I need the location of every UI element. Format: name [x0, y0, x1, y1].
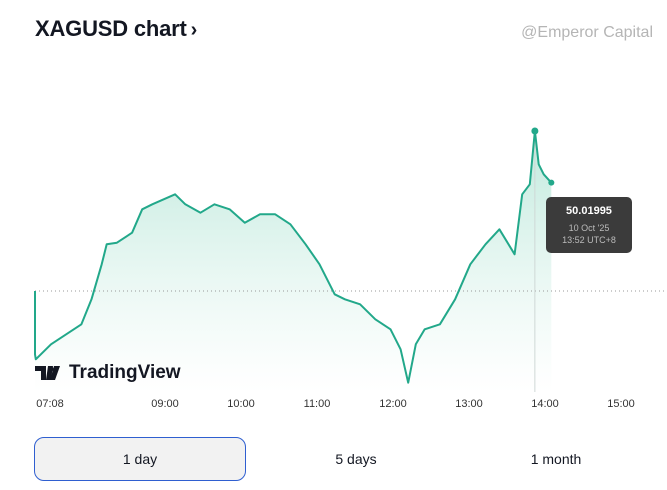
tradingview-icon [35, 366, 60, 380]
chart-title-link[interactable]: XAGUSD chart › [35, 16, 197, 42]
price-tooltip: 50.01995 10 Oct '25 13:52 UTC+8 [546, 197, 632, 253]
area-fill [35, 131, 552, 392]
page-title: XAGUSD chart [35, 16, 187, 41]
price-line [34, 130, 553, 384]
x-tick-label: 15:00 [607, 398, 635, 410]
tooltip-value: 50.01995 [566, 205, 612, 217]
x-tick-label: 12:00 [379, 398, 407, 410]
chevron-right-icon: › [190, 19, 198, 41]
x-tick-label: 14:00 [531, 398, 559, 410]
last-point [548, 179, 555, 186]
x-tick-label: 10:00 [227, 398, 255, 410]
x-tick-label: 13:00 [455, 398, 483, 410]
tooltip-time: 13:52 UTC+8 [562, 235, 616, 245]
tradingview-logo[interactable]: TradingView [35, 362, 181, 384]
range-label: 1 month [530, 451, 582, 467]
highlight-point [531, 127, 539, 135]
range-1-month-button[interactable]: 1 month [450, 437, 662, 481]
x-tick-label: 11:00 [304, 398, 331, 410]
logo-text: TradingView [69, 362, 181, 383]
watermark: @Emperor Capital [521, 24, 653, 41]
x-tick-label: 07:08 [36, 398, 64, 410]
range-5-days-button[interactable]: 5 days [250, 437, 462, 481]
range-1-day-button[interactable]: 1 day [34, 437, 246, 481]
x-tick-label: 09:00 [151, 398, 179, 410]
range-label: 5 days [335, 451, 377, 467]
range-label: 1 day [122, 451, 158, 467]
tooltip-date: 10 Oct '25 [568, 223, 610, 233]
price-chart[interactable]: 07:08 09:00 10:00 11:00 12:00 13:00 14:00 15:00 [0, 0, 667, 420]
